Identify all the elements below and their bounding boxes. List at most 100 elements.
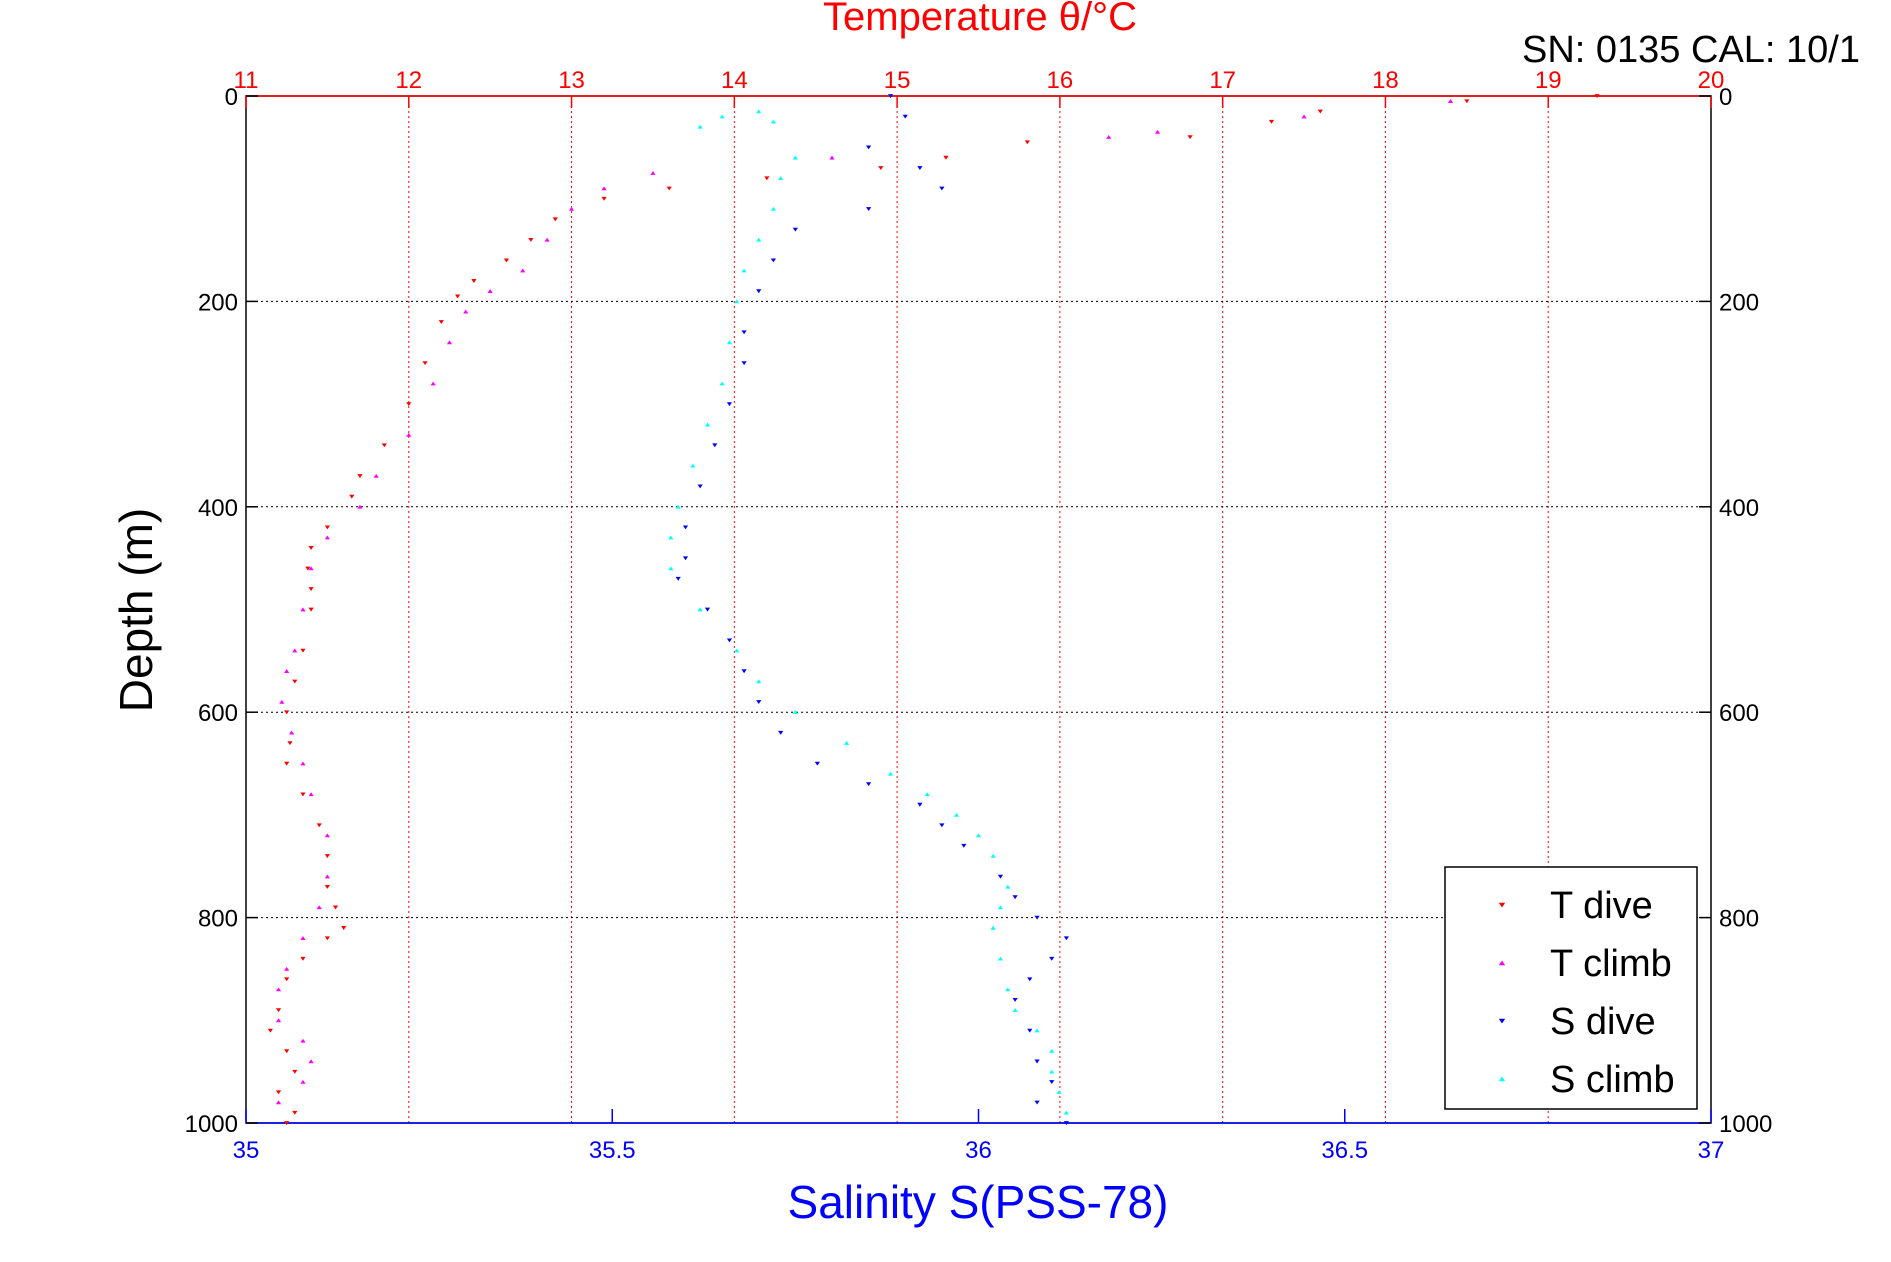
salinity-tick-label: 36.5	[1321, 1137, 1368, 1164]
data-point	[719, 114, 725, 119]
temperature-tick-label: 16	[1047, 67, 1074, 94]
data-point	[324, 525, 330, 530]
data-point	[324, 874, 330, 879]
data-point	[990, 853, 996, 858]
data-point	[275, 1090, 282, 1095]
data-point	[844, 740, 850, 745]
data-point	[305, 566, 311, 571]
data-point	[741, 330, 747, 335]
data-point	[1012, 997, 1018, 1002]
data-point	[1301, 114, 1307, 119]
data-point	[1049, 1080, 1055, 1084]
legend-marker	[1498, 1076, 1506, 1082]
data-point	[734, 648, 740, 653]
data-point	[1049, 1069, 1055, 1074]
chart-title: Temperature θ/°C	[823, 0, 1137, 39]
data-point	[552, 217, 558, 222]
depth-tick-label-right: 1000	[1719, 1111, 1772, 1138]
data-point	[275, 987, 282, 992]
data-point	[939, 823, 945, 828]
data-point	[316, 905, 322, 910]
data-point	[770, 206, 776, 211]
data-point	[1268, 119, 1275, 124]
data-point	[917, 802, 923, 807]
data-point	[719, 381, 725, 386]
data-point	[430, 381, 436, 386]
data-point	[704, 422, 711, 427]
data-point	[471, 279, 477, 283]
data-point	[1106, 135, 1112, 139]
data-point	[308, 566, 314, 571]
data-point	[726, 402, 733, 407]
data-point	[668, 566, 674, 571]
temperature-tick-label: 17	[1209, 67, 1236, 94]
data-point	[275, 1008, 282, 1013]
data-point	[349, 494, 355, 499]
data-point	[284, 669, 290, 673]
data-point	[406, 402, 412, 407]
data-point	[279, 699, 285, 704]
data-point	[300, 956, 306, 961]
data-point	[381, 443, 387, 448]
salinity-tick-label: 35	[233, 1137, 260, 1164]
legend-label: S dive	[1550, 1001, 1656, 1043]
data-point	[756, 289, 762, 294]
data-point	[878, 166, 884, 170]
data-point	[1034, 1059, 1040, 1064]
data-point	[756, 700, 762, 705]
data-point	[975, 833, 982, 838]
data-point	[1063, 936, 1069, 941]
data-point	[438, 320, 444, 325]
data-point	[284, 1049, 290, 1054]
legend-box	[1444, 866, 1698, 1110]
data-point	[1027, 1028, 1033, 1033]
data-point	[741, 669, 747, 674]
data-point	[332, 905, 339, 910]
data-point	[675, 576, 681, 581]
data-point	[300, 607, 306, 612]
legend: T dive T climb S dive S climb	[1444, 866, 1698, 1110]
data-point	[650, 170, 656, 175]
temperature-tick-label: 12	[395, 67, 422, 94]
depth-tick-label-left: 200	[198, 289, 238, 316]
data-point	[341, 926, 347, 930]
data-point	[300, 792, 306, 797]
data-point	[1049, 1049, 1055, 1053]
data-point	[275, 1100, 282, 1105]
data-point	[520, 268, 526, 273]
data-point	[1012, 895, 1018, 900]
data-point	[1464, 99, 1470, 104]
data-point	[1317, 109, 1323, 114]
data-point	[300, 761, 306, 766]
data-point	[308, 546, 314, 550]
data-point	[275, 1018, 282, 1023]
data-point	[1005, 987, 1011, 992]
data-point	[792, 227, 798, 232]
data-point	[455, 294, 461, 299]
data-point	[741, 268, 747, 273]
y-axis-label: Depth (m)	[110, 508, 162, 712]
temperature-tick-label: 20	[1698, 67, 1725, 94]
data-point	[756, 109, 762, 114]
data-point	[726, 638, 733, 643]
salinity-tick-label: 37	[1698, 1137, 1725, 1164]
data-point	[300, 648, 306, 653]
data-point	[292, 679, 298, 684]
data-point	[373, 473, 379, 478]
data-point	[308, 792, 314, 797]
data-point	[682, 556, 689, 561]
salinity-tick-label: 36	[965, 1137, 992, 1164]
data-point	[503, 258, 510, 263]
depth-tick-label-right: 200	[1719, 289, 1759, 316]
data-point	[357, 504, 363, 509]
data-point	[1187, 135, 1193, 140]
data-point	[990, 925, 996, 930]
data-point	[568, 206, 575, 211]
legend-marker	[1498, 1018, 1506, 1024]
data-point	[741, 361, 747, 366]
depth-tick-label-right: 0	[1719, 84, 1732, 111]
data-point	[902, 114, 908, 119]
data-point	[682, 525, 689, 530]
data-point	[316, 823, 322, 828]
data-point	[770, 258, 776, 263]
